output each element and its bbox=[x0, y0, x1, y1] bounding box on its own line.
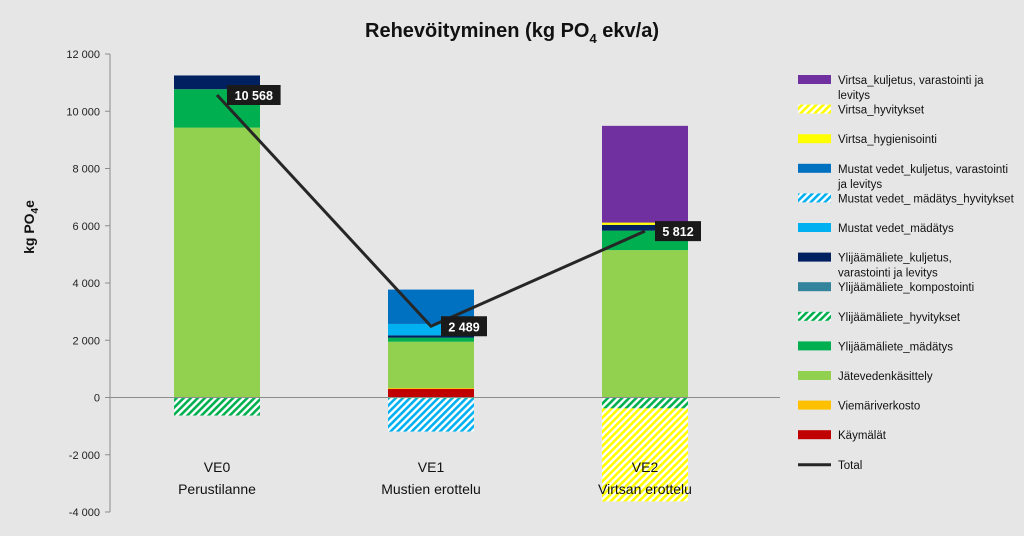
bars bbox=[174, 75, 688, 502]
chart-title: Rehevöityminen (kg PO4 ekv/a) bbox=[365, 20, 659, 46]
bar-käymälät-2 bbox=[388, 388, 474, 398]
legend-swatch bbox=[798, 371, 831, 380]
bar-jätevedenkäsittely-2 bbox=[388, 341, 474, 389]
legend-swatch bbox=[798, 104, 831, 114]
legend-label: Ylijäämäliete_mädätys bbox=[838, 341, 953, 353]
legend-label: Mustat vedet_ mädätys_hyvitykset bbox=[838, 193, 1015, 205]
legend-label: Ylijäämäliete_kuljetus, varastointi ja le… bbox=[838, 253, 952, 280]
legend-label: Viemäriverkosto bbox=[838, 401, 920, 413]
bar-ylijäämäliete-kuljetus-varastointi-ja-levitys-3 bbox=[602, 224, 688, 231]
category-label-code: VE0 bbox=[204, 459, 231, 475]
total-data-label-box bbox=[227, 84, 281, 105]
legend-label: Ylijäämäliete_kompostointi bbox=[838, 282, 974, 294]
legend-label-total: Total bbox=[838, 460, 862, 472]
legend-swatch bbox=[798, 75, 831, 84]
bar-mustat-vedet-mädätys-2 bbox=[388, 323, 474, 336]
category-label-code: VE1 bbox=[418, 459, 445, 475]
category-label-name: Virtsan erottelu bbox=[598, 481, 692, 497]
legend-swatch bbox=[798, 252, 831, 262]
bar-ylijäämäliete-kuljetus-varastointi-ja-levitys-2 bbox=[388, 335, 474, 338]
bar-ylijäämäliete-hyvitykset-2 bbox=[388, 397, 474, 399]
category-label-code: VE2 bbox=[632, 459, 659, 475]
legend-label: Mustat vedet_kuljetus, varastointi ja lev… bbox=[837, 164, 1008, 191]
legend-swatch bbox=[798, 282, 831, 292]
bar-ylijäämäliete-hyvitykset-1 bbox=[174, 397, 260, 416]
category-label-name: Perustilanne bbox=[178, 481, 256, 497]
legend-label: Jätevedenkäsittely bbox=[838, 371, 933, 383]
legend-label: Mustat vedet_mädätys bbox=[838, 223, 954, 235]
legend-swatch bbox=[798, 193, 831, 203]
y-axis-ticks: -4 000 -2 000 0 2 000 4 000 6 000 8 000 10 000 1… bbox=[66, 49, 110, 519]
legend-label: Virtsa_hygienisointi bbox=[838, 134, 937, 146]
total-line bbox=[215, 93, 646, 329]
legend-label: Ylijäämäliete_hyvitykset bbox=[838, 312, 961, 324]
y-tick-label: 6 000 bbox=[72, 221, 100, 233]
bar-ylijäämäliete-mädätys-2 bbox=[388, 337, 474, 342]
y-tick-label: 0 bbox=[94, 393, 100, 405]
category-labels: VE0 Perustilanne VE1 Mustien erottelu VE2 Vir… bbox=[178, 459, 692, 497]
bar-mustat-vedet-mädätys-hyvitykset-2 bbox=[388, 398, 474, 432]
y-tick-label: 12 000 bbox=[66, 49, 100, 61]
axes bbox=[109, 54, 780, 512]
y-tick-label: -4 000 bbox=[69, 507, 100, 519]
legend-swatch bbox=[798, 430, 831, 440]
bar-virtsa-hygienisointi-3 bbox=[602, 222, 688, 225]
bar-virtsa-hyvitykset-3 bbox=[602, 408, 688, 502]
bar-jätevedenkäsittely-1 bbox=[174, 127, 260, 398]
legend-swatch bbox=[798, 311, 831, 321]
legend-label: Virtsa_kuljetus, varastointi ja levitys bbox=[838, 75, 984, 102]
y-tick-label: 2 000 bbox=[72, 335, 100, 347]
legend-label: Virtsa_hyvitykset bbox=[838, 105, 925, 117]
legend: Virtsa_kuljetus, varastointi ja levitys Vi… bbox=[798, 75, 1015, 472]
total-data-label-box bbox=[441, 316, 487, 337]
legend-swatch bbox=[798, 223, 831, 232]
y-tick-label: -2 000 bbox=[69, 450, 100, 462]
legend-label: Käymälät bbox=[838, 430, 887, 442]
y-tick-label: 4 000 bbox=[72, 278, 100, 290]
total-data-label: 10 568 bbox=[235, 89, 273, 103]
bar-viemäriverkosto-2 bbox=[388, 388, 474, 389]
total-data-label-box bbox=[655, 221, 701, 242]
total-data-label: 5 812 bbox=[662, 225, 693, 239]
y-axis-label: kg PO4e bbox=[21, 200, 41, 254]
legend-swatch bbox=[798, 134, 831, 144]
legend-swatch bbox=[798, 400, 831, 410]
y-tick-label: 8 000 bbox=[72, 164, 100, 176]
category-label-name: Mustien erottelu bbox=[381, 481, 481, 497]
total-data-label: 2 489 bbox=[448, 320, 479, 334]
bar-ylijäämäliete-hyvitykset-3 bbox=[602, 397, 688, 409]
legend-swatch bbox=[798, 341, 831, 351]
y-tick-label: 10 000 bbox=[66, 106, 100, 118]
bar-jätevedenkäsittely-3 bbox=[602, 250, 688, 398]
bar-virtsa-kuljetus-varastointi-ja-levitys-3 bbox=[602, 125, 688, 223]
total-series: 10 568 2 489 5 812 bbox=[215, 84, 701, 337]
legend-swatch bbox=[798, 163, 831, 173]
